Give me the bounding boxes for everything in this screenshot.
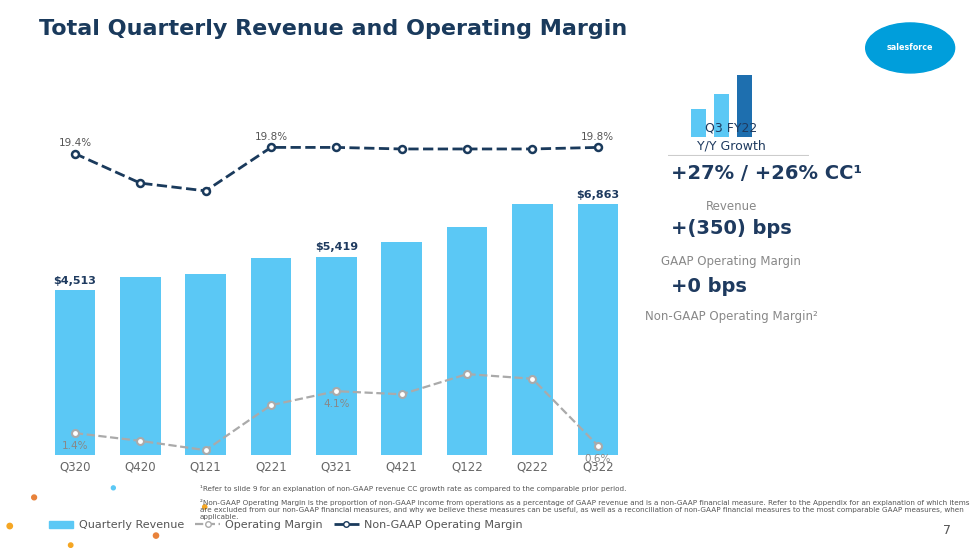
Text: +0 bps: +0 bps	[671, 277, 747, 296]
Text: GAAP Operating Margin: GAAP Operating Margin	[661, 255, 801, 268]
Point	[62, 541, 78, 548]
Text: Q3 FY22: Q3 FY22	[705, 122, 758, 135]
Bar	[447, 227, 488, 455]
Bar	[577, 204, 618, 455]
Bar	[714, 94, 729, 137]
Text: Total Quarterly Revenue and Operating Margin: Total Quarterly Revenue and Operating Ma…	[39, 19, 627, 39]
Bar	[120, 277, 161, 455]
Text: 1.4%: 1.4%	[61, 441, 88, 451]
Text: 19.8%: 19.8%	[254, 132, 288, 142]
Text: salesforce: salesforce	[887, 43, 933, 53]
Text: Non-GAAP Operating Margin²: Non-GAAP Operating Margin²	[644, 310, 818, 323]
Bar	[691, 109, 706, 137]
Text: ²Non-GAAP Operating Margin is the proportion of non-GAAP income from operations : ²Non-GAAP Operating Margin is the propor…	[200, 499, 969, 520]
Bar	[512, 204, 553, 455]
Text: +27% / +26% CC¹: +27% / +26% CC¹	[671, 164, 862, 184]
Point	[105, 483, 121, 492]
Point	[148, 531, 164, 540]
Text: $4,513: $4,513	[54, 276, 97, 286]
Bar	[251, 258, 292, 455]
Text: Y/Y Growth: Y/Y Growth	[697, 140, 765, 153]
Point	[2, 522, 18, 530]
Bar	[316, 257, 357, 455]
Point	[197, 503, 213, 511]
Text: 19.4%: 19.4%	[58, 138, 92, 148]
Circle shape	[866, 23, 955, 73]
Bar	[737, 75, 752, 137]
Legend: Quarterly Revenue, Operating Margin, Non-GAAP Operating Margin: Quarterly Revenue, Operating Margin, Non…	[45, 516, 527, 535]
Text: 0.6%: 0.6%	[585, 454, 611, 464]
Text: 7: 7	[943, 524, 951, 537]
Bar	[55, 290, 96, 455]
Text: $5,419: $5,419	[315, 242, 358, 253]
Text: Revenue: Revenue	[706, 200, 757, 213]
Text: 19.8%: 19.8%	[581, 132, 614, 142]
Text: $6,863: $6,863	[576, 190, 619, 199]
Text: +(350) bps: +(350) bps	[671, 219, 792, 238]
Text: ¹Refer to slide 9 for an explanation of non-GAAP revenue CC growth rate as compa: ¹Refer to slide 9 for an explanation of …	[200, 485, 626, 492]
Text: 4.1%: 4.1%	[323, 399, 350, 409]
Bar	[381, 242, 422, 455]
Point	[26, 493, 42, 502]
Bar	[185, 273, 226, 455]
